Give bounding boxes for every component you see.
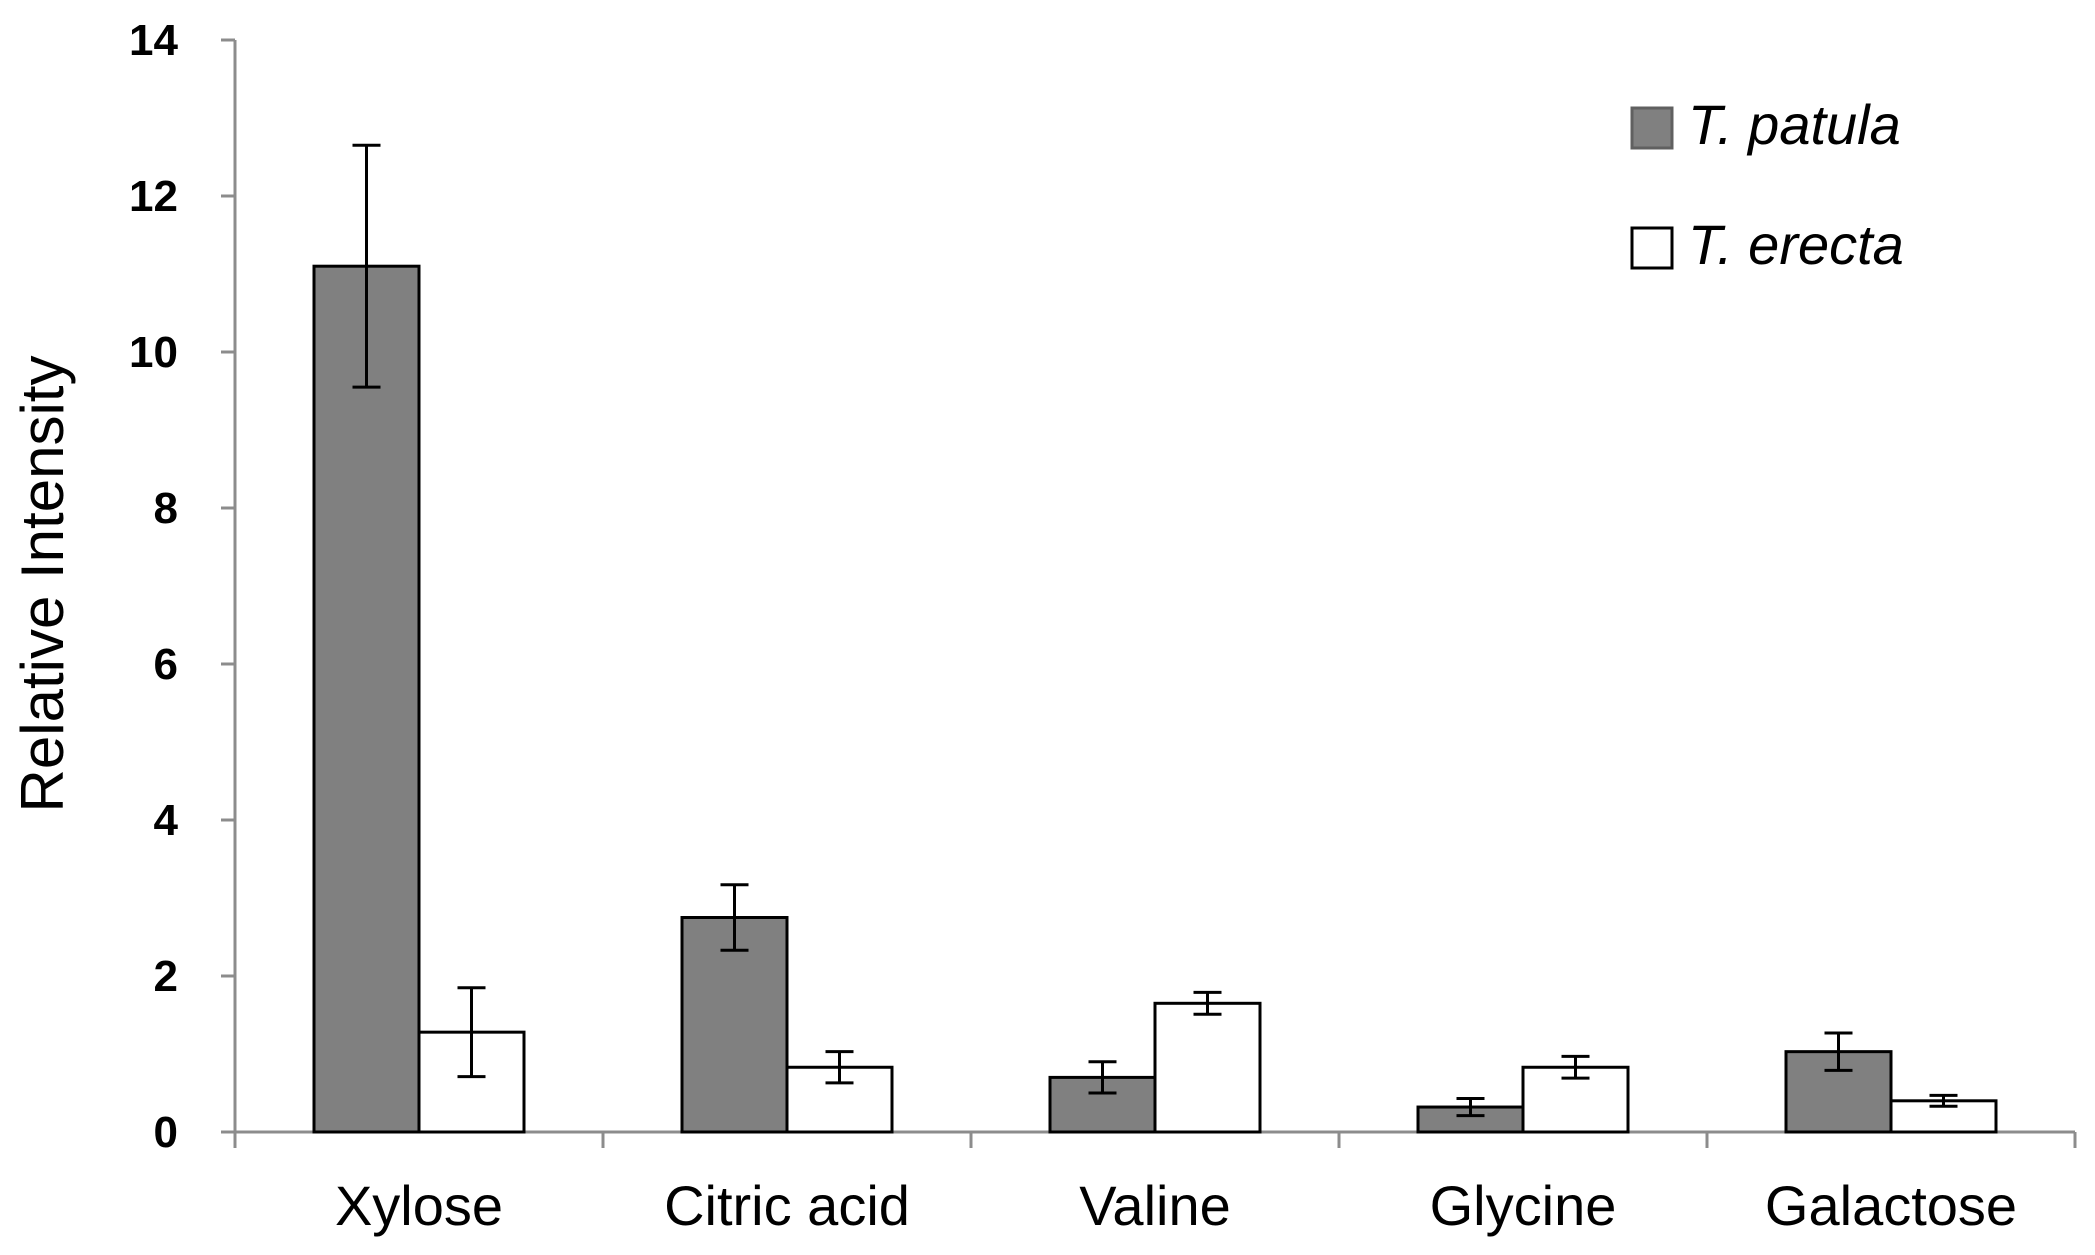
x-tick-label: Xylose xyxy=(335,1174,503,1237)
y-tick-label: 0 xyxy=(154,1108,178,1157)
error-bars xyxy=(352,143,1958,1118)
legend-label: T. patula xyxy=(1688,93,1901,156)
legend: T. patula T. erecta xyxy=(1630,93,1904,276)
y-tick-label: 4 xyxy=(154,796,179,845)
legend-swatch xyxy=(1630,226,1674,270)
y-tick-label: 2 xyxy=(154,952,178,1001)
bar xyxy=(1153,1001,1262,1134)
x-tick-label: Valine xyxy=(1079,1174,1231,1237)
bar xyxy=(680,916,789,1134)
y-axis-label: Relative Intensity xyxy=(9,356,76,813)
bars xyxy=(312,264,1998,1134)
x-tick-label: Glycine xyxy=(1430,1174,1617,1237)
x-tick-label: Galactose xyxy=(1765,1174,2017,1237)
axes: 0 2 4 6 8 10 12 14 Xylose Citric acid Valine Glycin… xyxy=(129,16,2077,1237)
bar xyxy=(312,264,421,1134)
x-tick-label: Citric acid xyxy=(664,1174,910,1237)
y-tick-label: 14 xyxy=(129,16,178,65)
legend-label: T. erecta xyxy=(1688,213,1904,276)
y-tick-label: 10 xyxy=(129,328,178,377)
y-tick-label: 8 xyxy=(154,484,178,533)
y-tick-label: 6 xyxy=(154,640,178,689)
y-tick-label: 12 xyxy=(129,172,178,221)
legend-swatch xyxy=(1630,106,1674,150)
